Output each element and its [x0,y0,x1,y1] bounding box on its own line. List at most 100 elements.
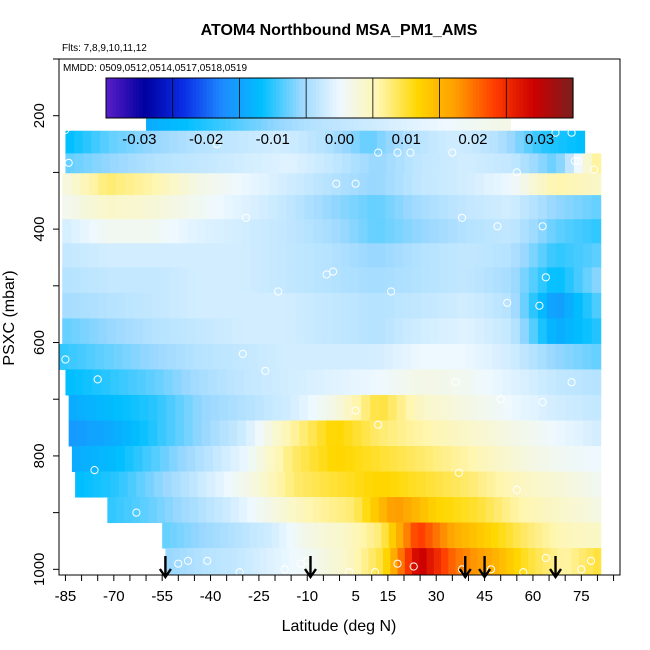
heatmap-cell [134,318,144,345]
heatmap-cell [548,471,558,498]
heatmap-cell [385,130,395,154]
x-axis: -85 -70 -55 -40 -25 -10 5 15 30 45 60 75 [55,575,615,605]
heatmap-cell [143,130,153,154]
heatmap-cell [80,243,90,268]
colorbar-swatch [142,78,147,118]
heatmap-cell [297,153,307,174]
heatmap-cell [196,318,207,345]
colorbar-swatch [242,78,247,118]
heatmap-cell [140,497,150,524]
heatmap-cell [411,343,421,370]
heatmap-cell [68,420,79,447]
heatmap-cell [510,173,521,196]
heatmap-cell [460,471,470,498]
heatmap-cell [293,522,302,549]
heatmap-cell [446,130,456,154]
heatmap-cell [454,522,463,549]
colorbar-swatch [339,78,344,118]
heatmap-cell [439,292,449,319]
heatmap-cell [340,318,350,345]
heatmap-cell [98,243,108,268]
heatmap-cell [492,243,503,268]
heatmap-cell [201,394,212,421]
heatmap-cell [183,394,194,421]
heatmap-cell [551,497,561,524]
heatmap-cell [448,267,458,294]
heatmap-cell [125,219,135,244]
colorbar-swatch [239,78,244,118]
heatmap-cell [447,522,456,549]
colorbar-swatch [146,78,150,118]
heatmap-cell [546,173,557,196]
heatmap-cell [173,497,182,524]
sample-point [203,556,212,565]
heatmap-cell [248,343,259,370]
heatmap-cell [337,522,346,549]
heatmap-cell [232,267,243,294]
heatmap-cell [181,153,191,174]
heatmap-cell [573,318,584,345]
sample-point [332,179,341,188]
heatmap-cell [437,106,445,132]
heatmap-cell [492,267,503,294]
heatmap-cell [484,369,495,396]
heatmap-cell [89,446,99,473]
colorbar-swatch [166,78,170,118]
heatmap-cell [510,343,521,370]
heatmap-cell [442,446,452,473]
heatmap-cell [277,219,288,244]
heatmap-cell [196,173,207,196]
heatmap-cell [232,219,243,244]
heatmap-cell [515,130,525,154]
x-tick-label: 45 [476,588,493,605]
heatmap-cell [134,292,144,319]
heatmap-cell [89,195,99,220]
heatmap-cell [296,497,306,524]
heatmap-cell [322,522,331,549]
heatmap-cell [559,497,569,524]
heatmap-cell [361,394,371,421]
heatmap-cell [573,153,584,174]
heatmap-cell [486,106,493,132]
heatmap-cell [334,106,341,132]
colorbar-swatch [559,78,564,118]
heatmap-cell [555,267,566,294]
heatmap-cell [263,497,273,524]
heatmap-cell [140,343,150,370]
heatmap-cell [549,522,558,549]
colorbar-swatch [446,78,451,118]
heatmap-cell [62,243,72,268]
heatmap-cell [362,446,373,473]
colorbar-swatch [209,78,214,118]
flight-arrow [158,556,172,580]
heatmap-cell [440,153,450,174]
heatmap-cell [484,173,494,196]
heatmap-cell [203,343,214,370]
heatmap-cell [457,243,467,268]
heatmap-cell [350,130,361,154]
heatmap-cell [213,522,222,549]
heatmap-cell [340,219,350,244]
heatmap-cell [246,420,256,447]
heatmap-cell [424,446,434,473]
heatmap-cell [83,471,94,498]
colorbar-frame [105,77,574,119]
sample-point [261,366,270,375]
sample-point [493,222,502,231]
heatmap-cell [86,394,96,421]
heatmap-cell [214,243,225,268]
heatmap-cell [158,343,168,370]
heatmap-cell [264,130,274,154]
heatmap-cell [370,497,380,524]
heatmap-cell [475,292,485,319]
heatmap-cell [430,195,440,220]
heatmap-cell [466,369,477,396]
heatmap-cell [352,522,361,549]
heatmap-cell [370,394,380,421]
flight-arrow [303,556,317,580]
heatmap-cell [62,173,72,196]
heatmap-cell [113,420,123,447]
sample-point [351,406,360,415]
heatmap-cell [232,173,243,196]
heatmap-cell [430,318,440,345]
